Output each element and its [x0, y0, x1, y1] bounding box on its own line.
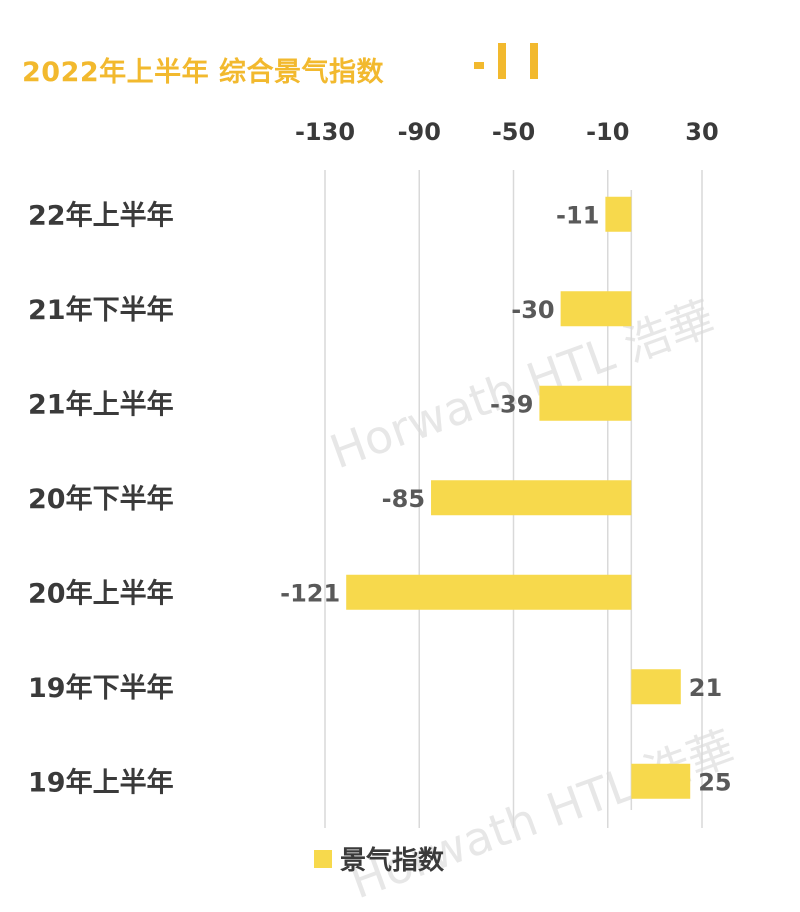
- bar: [431, 480, 632, 516]
- category-label: 19年下半年: [28, 672, 174, 704]
- category-label: 22年上半年: [28, 199, 174, 231]
- x-tick-label: -90: [398, 118, 441, 146]
- x-tick-label: -10: [586, 118, 629, 146]
- data-label: -121: [280, 579, 340, 607]
- bar: [631, 669, 681, 705]
- data-label: -11: [556, 201, 599, 229]
- data-label: 21: [689, 674, 722, 702]
- bar: [560, 291, 632, 327]
- data-label: -85: [382, 485, 425, 513]
- data-label: -30: [511, 296, 554, 324]
- bar: [605, 196, 632, 232]
- category-label: 21年下半年: [28, 294, 174, 326]
- category-label: 20年下半年: [28, 483, 174, 515]
- category-label: 21年上半年: [28, 388, 174, 420]
- x-tick-label: 30: [685, 118, 718, 146]
- legend-swatch: [314, 849, 332, 868]
- bar: [346, 574, 632, 610]
- x-tick-label: -130: [295, 118, 355, 146]
- legend: 景气指数: [314, 840, 444, 877]
- category-label: 19年上半年: [28, 766, 174, 798]
- category-label: 20年上半年: [28, 577, 174, 609]
- bar: [631, 763, 691, 799]
- data-label: 25: [698, 768, 731, 796]
- bar: [539, 385, 632, 421]
- chart-title: 2022年上半年 综合景气指数: [22, 57, 385, 88]
- legend-label: 景气指数: [340, 846, 445, 876]
- data-label: -39: [490, 390, 533, 418]
- x-tick-label: -50: [492, 118, 535, 146]
- title-decoration: [470, 40, 550, 82]
